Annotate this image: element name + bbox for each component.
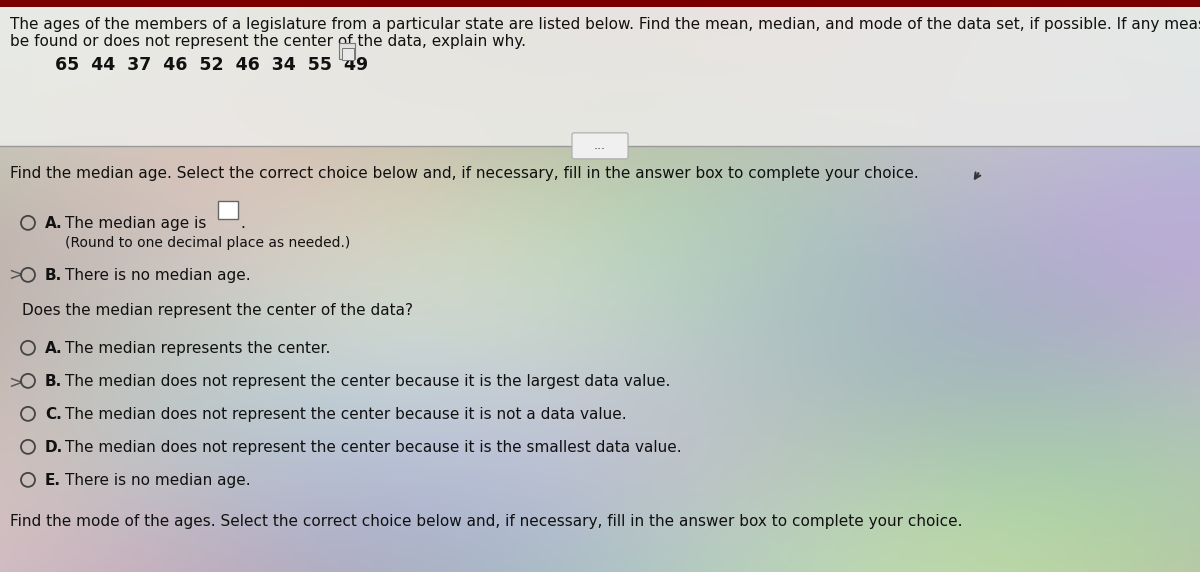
Text: A.: A.: [46, 216, 62, 231]
Bar: [0, 0, 1200, 7]
Text: C.: C.: [46, 407, 61, 422]
Bar: [218, 201, 238, 219]
Bar: [0, 0, 1200, 146]
Text: The median does not represent the center because it is not a data value.: The median does not represent the center…: [65, 407, 626, 422]
Text: There is no median age.: There is no median age.: [65, 268, 251, 283]
FancyBboxPatch shape: [340, 43, 355, 59]
Bar: [0, 146, 1200, 572]
FancyBboxPatch shape: [342, 48, 354, 60]
Text: B.: B.: [46, 374, 62, 389]
Text: Does the median represent the center of the data?: Does the median represent the center of …: [22, 303, 413, 318]
Text: be found or does not represent the center of the data, explain why.: be found or does not represent the cente…: [10, 34, 526, 49]
Text: D.: D.: [46, 440, 64, 455]
Text: A.: A.: [46, 341, 62, 356]
Text: The median represents the center.: The median represents the center.: [65, 341, 330, 356]
Text: The median age is: The median age is: [65, 216, 206, 231]
FancyBboxPatch shape: [572, 133, 628, 159]
Text: >: >: [8, 266, 23, 284]
Text: The median does not represent the center because it is the largest data value.: The median does not represent the center…: [65, 374, 671, 389]
Text: ...: ...: [594, 140, 606, 152]
Text: There is no median age.: There is no median age.: [65, 473, 251, 488]
Text: Find the mode of the ages. Select the correct choice below and, if necessary, fi: Find the mode of the ages. Select the co…: [10, 514, 962, 529]
Text: The median does not represent the center because it is the smallest data value.: The median does not represent the center…: [65, 440, 682, 455]
Text: (Round to one decimal place as needed.): (Round to one decimal place as needed.): [65, 236, 350, 250]
Text: Find the median age. Select the correct choice below and, if necessary, fill in : Find the median age. Select the correct …: [10, 166, 919, 181]
Text: .: .: [240, 216, 245, 231]
Text: >: >: [8, 374, 23, 392]
Text: B.: B.: [46, 268, 62, 283]
Text: E.: E.: [46, 473, 61, 488]
Text: 65  44  37  46  52  46  34  55  49: 65 44 37 46 52 46 34 55 49: [55, 56, 368, 74]
Text: The ages of the members of a legislature from a particular state are listed belo: The ages of the members of a legislature…: [10, 17, 1200, 32]
